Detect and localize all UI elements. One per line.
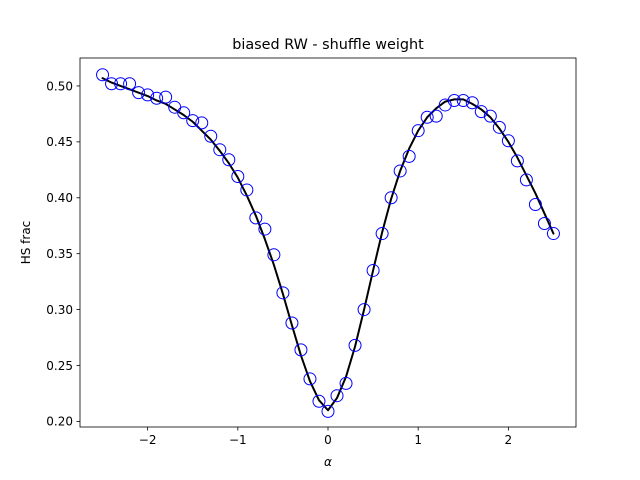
data-point: [186, 114, 200, 128]
y-tick-label: 0.50: [46, 79, 73, 93]
data-point: [348, 338, 362, 352]
data-point: [303, 372, 317, 386]
data-point: [240, 183, 254, 197]
data-point: [402, 149, 416, 163]
y-tick-label: 0.30: [46, 303, 73, 317]
data-point: [159, 90, 173, 104]
data-point: [546, 227, 560, 241]
data-point: [258, 222, 272, 236]
y-tick-label: 0.40: [46, 191, 73, 205]
data-point: [177, 106, 191, 120]
data-point: [132, 86, 146, 100]
data-point: [249, 211, 263, 225]
data-point: [204, 129, 218, 143]
data-point: [312, 394, 326, 408]
x-tick-label: 1: [414, 433, 422, 447]
data-point: [141, 88, 155, 102]
data-point: [105, 77, 119, 91]
data-point: [366, 263, 380, 277]
data-point: [231, 170, 245, 184]
plot-frame: [79, 57, 577, 428]
data-point: [150, 91, 164, 105]
x-tick-label: 2: [505, 433, 513, 447]
x-axis-label: α: [324, 455, 332, 469]
y-axis-label: HS frac: [19, 221, 33, 265]
data-point: [510, 154, 524, 168]
y-tick-label: 0.35: [46, 247, 73, 261]
data-point: [483, 109, 497, 123]
data-point: [438, 98, 452, 112]
data-point: [96, 68, 110, 82]
plot-area: [96, 68, 560, 418]
data-point: [492, 120, 506, 134]
data-point: [501, 134, 515, 148]
data-point: [294, 343, 308, 357]
data-point: [528, 197, 542, 211]
data-point: [420, 110, 434, 124]
data-point: [465, 96, 479, 110]
x-tick-label: −2: [139, 433, 157, 447]
data-point: [330, 389, 344, 403]
data-point: [285, 316, 299, 330]
data-point: [411, 124, 425, 138]
data-point: [384, 191, 398, 205]
y-tick-label: 0.25: [46, 359, 73, 373]
data-point: [321, 404, 335, 418]
chart-title: biased RW - shuffle weight: [232, 37, 424, 53]
data-point: [456, 93, 470, 107]
data-point: [276, 286, 290, 300]
data-point: [375, 227, 389, 241]
data-point: [519, 173, 533, 187]
data-point: [339, 376, 353, 390]
axis-ticks: −2 −1 0 1 2 0.20 0.25 0.30 0.35 0.40 0.45 0.50: [46, 79, 512, 447]
x-tick-label: 0: [324, 433, 332, 447]
data-point: [114, 77, 128, 91]
data-point: [123, 77, 137, 91]
data-point: [267, 248, 281, 262]
y-tick-label: 0.20: [46, 415, 73, 429]
data-point: [474, 105, 488, 119]
data-point: [213, 143, 227, 157]
data-point: [447, 93, 461, 107]
x-tick-label: −1: [229, 433, 247, 447]
data-point: [429, 109, 443, 123]
data-point: [537, 216, 551, 230]
data-point: [357, 303, 371, 317]
data-point: [393, 164, 407, 178]
data-point: [222, 153, 236, 167]
data-point: [195, 116, 209, 130]
y-tick-label: 0.45: [46, 135, 73, 149]
